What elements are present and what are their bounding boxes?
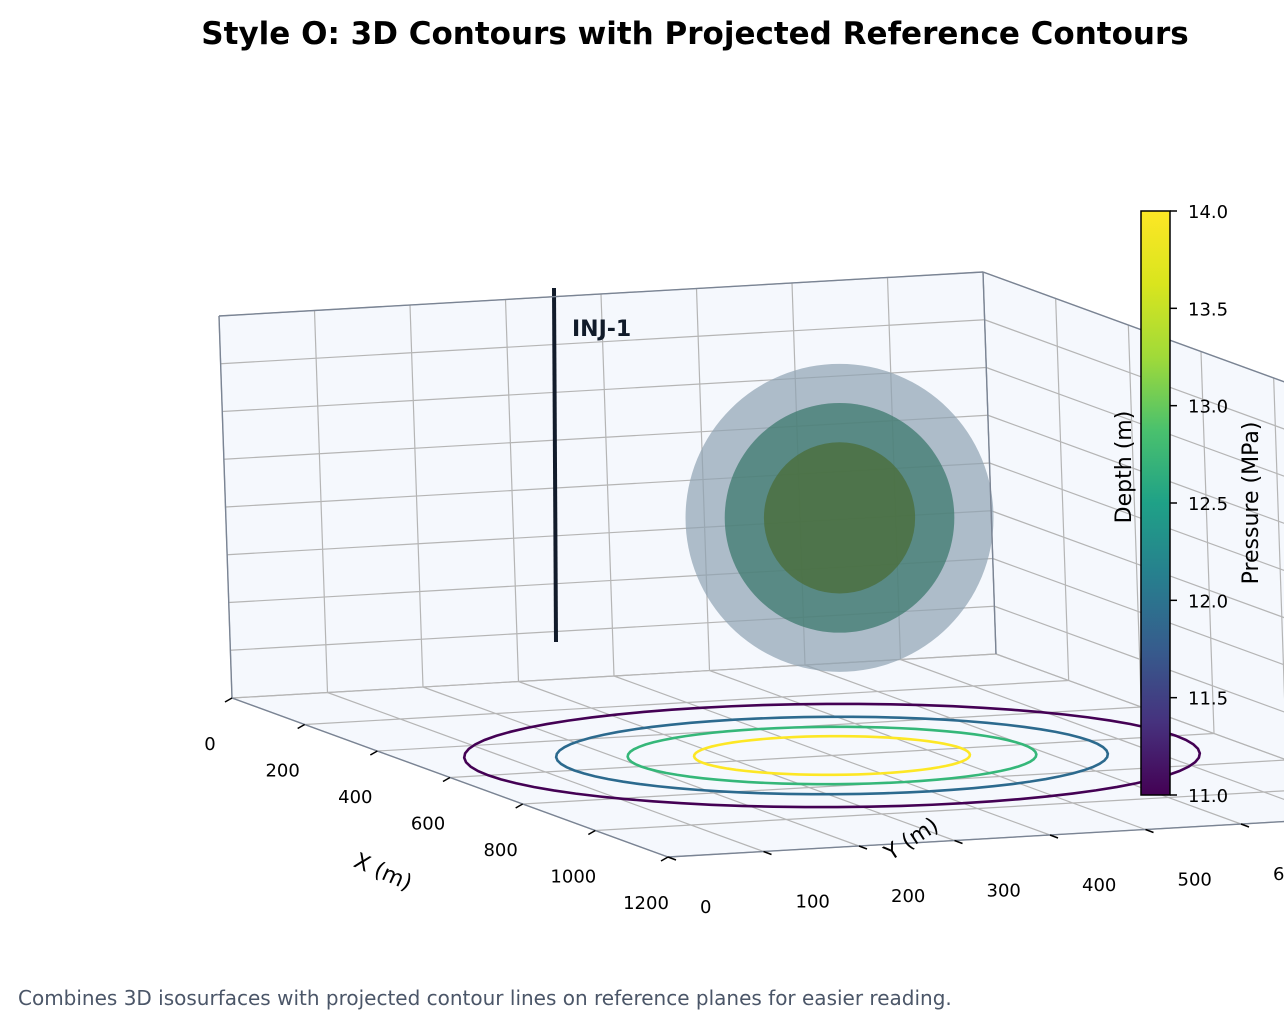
projected-contours — [462, 702, 1202, 809]
y-tick — [954, 839, 963, 845]
caption: Combines 3D isosurfaces with projected c… — [18, 986, 952, 1010]
chart-title: Style O: 3D Contours with Projected Refe… — [201, 16, 1188, 52]
colorbar-tick-label: 11.0 — [1188, 786, 1228, 807]
x-tick — [660, 856, 669, 862]
top-left-edge — [218, 271, 984, 317]
grid-line-back-z — [986, 366, 1284, 477]
y-tick-label: 0 — [700, 897, 711, 918]
grid-line-floor-y — [613, 675, 1051, 836]
x-tick-label: 400 — [338, 787, 372, 808]
y-tick-label: 400 — [1082, 875, 1116, 896]
grid-line-back-z — [995, 653, 1284, 760]
x-tick-label: 1200 — [623, 893, 669, 914]
contour-11 — [462, 702, 1202, 809]
grid-line-floor-y — [518, 680, 955, 842]
y-tick-label: 100 — [796, 892, 830, 913]
x-tick — [297, 723, 306, 730]
well-inj-1: INJ-1 — [552, 287, 631, 643]
x-tick-label: 800 — [483, 840, 517, 861]
x-tick — [442, 776, 451, 783]
grid-line-back-z — [989, 462, 1284, 572]
y-tick-label: 500 — [1178, 870, 1212, 891]
grid-line-floor-y — [327, 691, 764, 853]
contour-14 — [692, 734, 972, 777]
colorbar-tick-label: 13.5 — [1188, 299, 1228, 320]
contour-12 — [554, 715, 1110, 796]
y-tick-label: 200 — [891, 886, 925, 907]
y-tick — [1240, 823, 1250, 828]
y-tick-label: 300 — [987, 881, 1021, 902]
colorbar-tick-label: 12.5 — [1188, 494, 1228, 515]
x-tick — [369, 750, 378, 756]
left-front-edge — [218, 315, 233, 699]
back-vertical-edge — [982, 271, 997, 655]
y-tick — [1145, 828, 1154, 834]
colorbar-tick-label: 11.5 — [1188, 689, 1228, 710]
top-back-edge — [982, 271, 1284, 383]
axis-ticks: 0 200 400 600 800 1000 1200 0 100 200 300 400 500 600… — [204, 697, 1284, 918]
contour-13 — [626, 725, 1038, 786]
x-tick — [515, 803, 524, 809]
grid-line-floor-y — [709, 669, 1146, 831]
grid-line-left-z — [220, 319, 985, 365]
colorbar-tick-label: 13.0 — [1188, 397, 1228, 418]
x-tick-label: 0 — [204, 734, 215, 755]
x-tick — [224, 697, 233, 703]
isosurfaces — [685, 363, 994, 672]
y-tick — [667, 856, 677, 861]
z-axis-label: Depth (m) — [1112, 411, 1137, 524]
y-tick — [1049, 834, 1059, 839]
colorbar: 11.0 11.5 12.0 12.5 13.0 13.5 14.0 — [1140, 202, 1228, 807]
well-label: INJ-1 — [572, 317, 631, 342]
y-tick — [763, 850, 772, 856]
isosurface-13 — [763, 442, 916, 594]
x-tick — [587, 829, 596, 836]
y-tick-label: 600 — [1273, 864, 1284, 885]
well-line — [552, 287, 558, 643]
chart-svg: Style O: 3D Contours with Projected Refe… — [201, 16, 1284, 918]
grid-line-back-z — [994, 605, 1284, 713]
grid-line-floor-y — [900, 658, 1284, 800]
x-tick-label: 200 — [265, 761, 299, 782]
grid-line-back-z — [987, 414, 1284, 524]
colorbar-label: Pressure (MPa) — [1239, 422, 1264, 585]
colorbar-tick-label: 12.0 — [1188, 591, 1228, 612]
x-axis-label: X (m) — [350, 849, 416, 897]
x-tick-label: 1000 — [550, 867, 596, 888]
x-tick-label: 600 — [411, 814, 445, 835]
grid-line-back-z — [984, 319, 1284, 430]
colorbar-tick-label: 14.0 — [1188, 202, 1228, 223]
grid-line-back-z — [992, 557, 1284, 666]
grid-line-back-z — [990, 510, 1284, 619]
y-tick — [858, 845, 868, 850]
colorbar-gradient — [1140, 210, 1171, 796]
